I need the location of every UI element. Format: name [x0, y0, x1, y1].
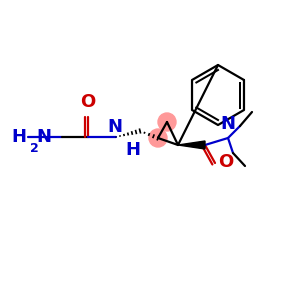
Circle shape — [149, 129, 167, 147]
Text: N: N — [36, 128, 51, 146]
Text: H: H — [125, 141, 140, 159]
Polygon shape — [178, 141, 205, 149]
Text: H: H — [11, 128, 26, 146]
Text: O: O — [80, 93, 96, 111]
Text: 2: 2 — [30, 142, 39, 155]
Text: N: N — [220, 115, 236, 133]
Text: N: N — [107, 118, 122, 136]
Text: O: O — [218, 153, 233, 171]
Circle shape — [158, 113, 176, 131]
